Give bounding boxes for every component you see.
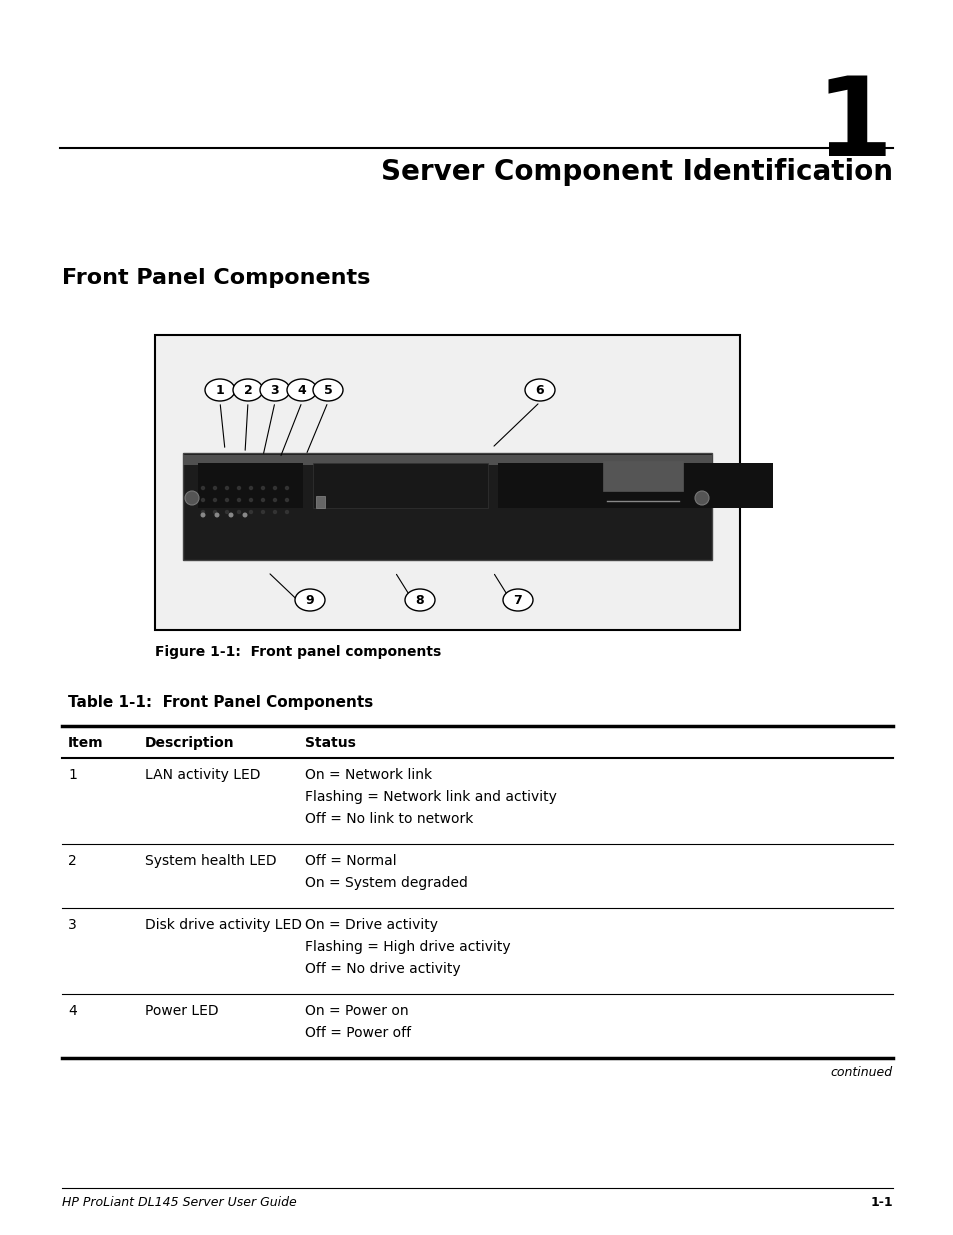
Circle shape [237,487,240,489]
Text: Figure 1-1:  Front panel components: Figure 1-1: Front panel components [154,645,441,659]
Ellipse shape [313,379,343,401]
Text: 1: 1 [215,384,224,396]
Text: Item: Item [68,736,104,750]
Text: 6: 6 [536,384,544,396]
Circle shape [274,499,276,501]
Circle shape [695,492,708,505]
Circle shape [225,510,229,514]
Text: 1: 1 [68,768,77,782]
Text: 7: 7 [513,594,522,606]
Circle shape [261,510,264,514]
Text: HP ProLiant DL145 Server User Guide: HP ProLiant DL145 Server User Guide [62,1195,296,1209]
FancyBboxPatch shape [497,463,772,508]
FancyBboxPatch shape [198,463,303,508]
Circle shape [274,487,276,489]
Circle shape [285,487,288,489]
Circle shape [213,499,216,501]
Ellipse shape [287,379,316,401]
FancyBboxPatch shape [315,496,325,508]
Text: Front Panel Components: Front Panel Components [62,268,370,288]
Text: 1: 1 [815,72,892,179]
Circle shape [213,487,216,489]
Text: 1-1: 1-1 [869,1195,892,1209]
Circle shape [201,510,204,514]
Ellipse shape [233,379,263,401]
Circle shape [213,510,216,514]
Text: Flashing = High drive activity: Flashing = High drive activity [305,940,510,953]
Text: Server Component Identification: Server Component Identification [380,158,892,186]
Circle shape [185,492,199,505]
Text: Off = No drive activity: Off = No drive activity [305,962,460,976]
Text: continued: continued [830,1066,892,1079]
Ellipse shape [294,589,325,611]
Circle shape [200,513,205,517]
Text: System health LED: System health LED [145,853,276,868]
Ellipse shape [205,379,234,401]
Ellipse shape [524,379,555,401]
FancyBboxPatch shape [154,335,740,630]
Text: Power LED: Power LED [145,1004,218,1018]
Circle shape [285,510,288,514]
Text: 3: 3 [68,918,76,932]
Text: 3: 3 [271,384,279,396]
Text: On = Drive activity: On = Drive activity [305,918,437,932]
Ellipse shape [405,589,435,611]
Circle shape [225,487,229,489]
Ellipse shape [502,589,533,611]
Circle shape [261,499,264,501]
Circle shape [285,499,288,501]
Circle shape [242,513,247,517]
Text: Off = Power off: Off = Power off [305,1026,411,1040]
Text: LAN activity LED: LAN activity LED [145,768,260,782]
Circle shape [237,499,240,501]
Text: 4: 4 [68,1004,76,1018]
Text: Description: Description [145,736,234,750]
Text: On = Network link: On = Network link [305,768,432,782]
Text: 5: 5 [323,384,332,396]
Text: Disk drive activity LED: Disk drive activity LED [145,918,302,932]
Text: On = Power on: On = Power on [305,1004,408,1018]
Text: On = System degraded: On = System degraded [305,876,467,890]
Circle shape [261,487,264,489]
Text: Off = No link to network: Off = No link to network [305,811,473,826]
FancyBboxPatch shape [602,461,682,492]
Circle shape [250,499,253,501]
FancyBboxPatch shape [313,463,488,508]
Circle shape [237,510,240,514]
Circle shape [250,487,253,489]
FancyBboxPatch shape [183,453,711,559]
Text: Table 1-1:  Front Panel Components: Table 1-1: Front Panel Components [68,695,373,710]
Ellipse shape [260,379,290,401]
Circle shape [201,499,204,501]
Circle shape [201,487,204,489]
FancyBboxPatch shape [183,454,711,466]
Circle shape [225,499,229,501]
Text: 8: 8 [416,594,424,606]
Circle shape [229,513,233,517]
Text: 2: 2 [243,384,253,396]
Circle shape [274,510,276,514]
Circle shape [214,513,219,517]
Text: Off = Normal: Off = Normal [305,853,396,868]
Circle shape [250,510,253,514]
Text: Flashing = Network link and activity: Flashing = Network link and activity [305,790,557,804]
Text: 4: 4 [297,384,306,396]
Text: Status: Status [305,736,355,750]
Text: 2: 2 [68,853,76,868]
Text: 9: 9 [305,594,314,606]
